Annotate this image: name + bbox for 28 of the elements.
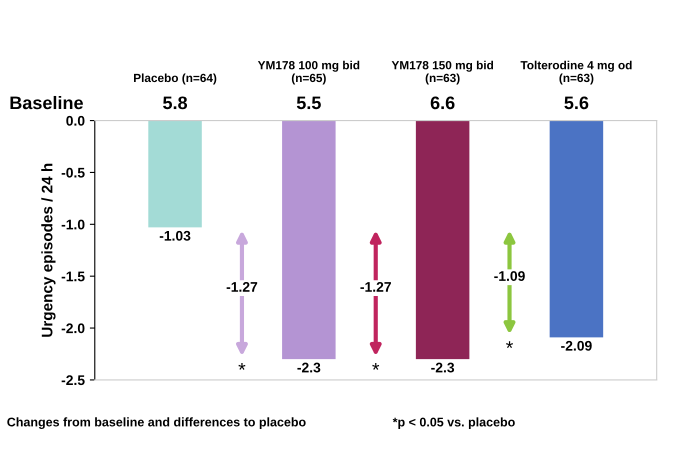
annotation: -1.27	[360, 282, 391, 292]
y-tick-label: -2.0	[62, 323, 84, 334]
y-tick-label: -2.5	[62, 375, 85, 386]
x-tick-label: Tolterodine 4 mg od (n=63)	[520, 60, 632, 84]
annotation: -1.27	[226, 282, 258, 292]
annotation: *	[372, 363, 380, 370]
text: 6.6	[430, 96, 455, 110]
y-tick-label: -0.5	[62, 168, 85, 178]
x-tick-label: YM178 100 mg bid (n=65)	[258, 60, 360, 84]
text: 5.8	[163, 96, 188, 110]
y-tick-label: 0.0	[66, 116, 84, 126]
y-tick-label: -1.0	[62, 220, 84, 230]
text: 5.5	[296, 96, 321, 110]
x-tick-label: Placebo (n=64)	[134, 73, 216, 84]
text: Changes from baseline and differences to placebo	[7, 417, 306, 430]
text: *p < 0.05 vs. placebo	[392, 417, 515, 429]
y-tick-label: -1.5	[62, 272, 85, 282]
x-tick-label: YM178 150 mg bid (n=63)	[392, 60, 494, 84]
annotation: *	[506, 341, 514, 348]
annotation: -1.09	[494, 271, 525, 281]
y-axis-title: Urgency episodes / 24 h	[41, 164, 56, 337]
data-label: -2.3	[431, 362, 454, 373]
data-label: -2.09	[561, 340, 592, 351]
data-label: -2.3	[297, 362, 320, 373]
annotation: *	[238, 363, 246, 370]
text: Baseline	[10, 96, 83, 110]
data-label: -1.03	[160, 230, 190, 241]
text: 5.6	[564, 96, 588, 110]
